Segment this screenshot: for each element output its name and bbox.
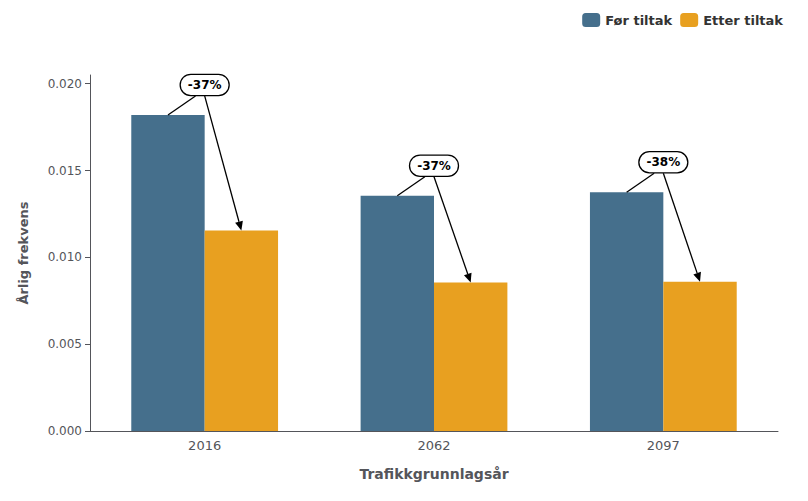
svg-text:-37%: -37%	[188, 78, 222, 92]
svg-text:0.015: 0.015	[48, 164, 82, 178]
svg-text:-37%: -37%	[417, 159, 451, 173]
svg-text:2062: 2062	[417, 438, 450, 453]
svg-text:-38%: -38%	[646, 155, 680, 169]
svg-text:0.010: 0.010	[48, 250, 82, 264]
svg-text:0.000: 0.000	[48, 424, 82, 438]
svg-text:Før tiltak: Før tiltak	[605, 13, 672, 28]
svg-text:0.005: 0.005	[48, 337, 82, 351]
svg-text:Årlig frekvens: Årlig frekvens	[16, 201, 31, 304]
svg-text:2097: 2097	[647, 438, 680, 453]
svg-text:Etter tiltak: Etter tiltak	[703, 13, 783, 28]
svg-text:0.020: 0.020	[48, 77, 82, 91]
svg-text:2016: 2016	[188, 438, 221, 453]
svg-text:Trafikkgrunnlagsår: Trafikkgrunnlagsår	[359, 466, 508, 482]
